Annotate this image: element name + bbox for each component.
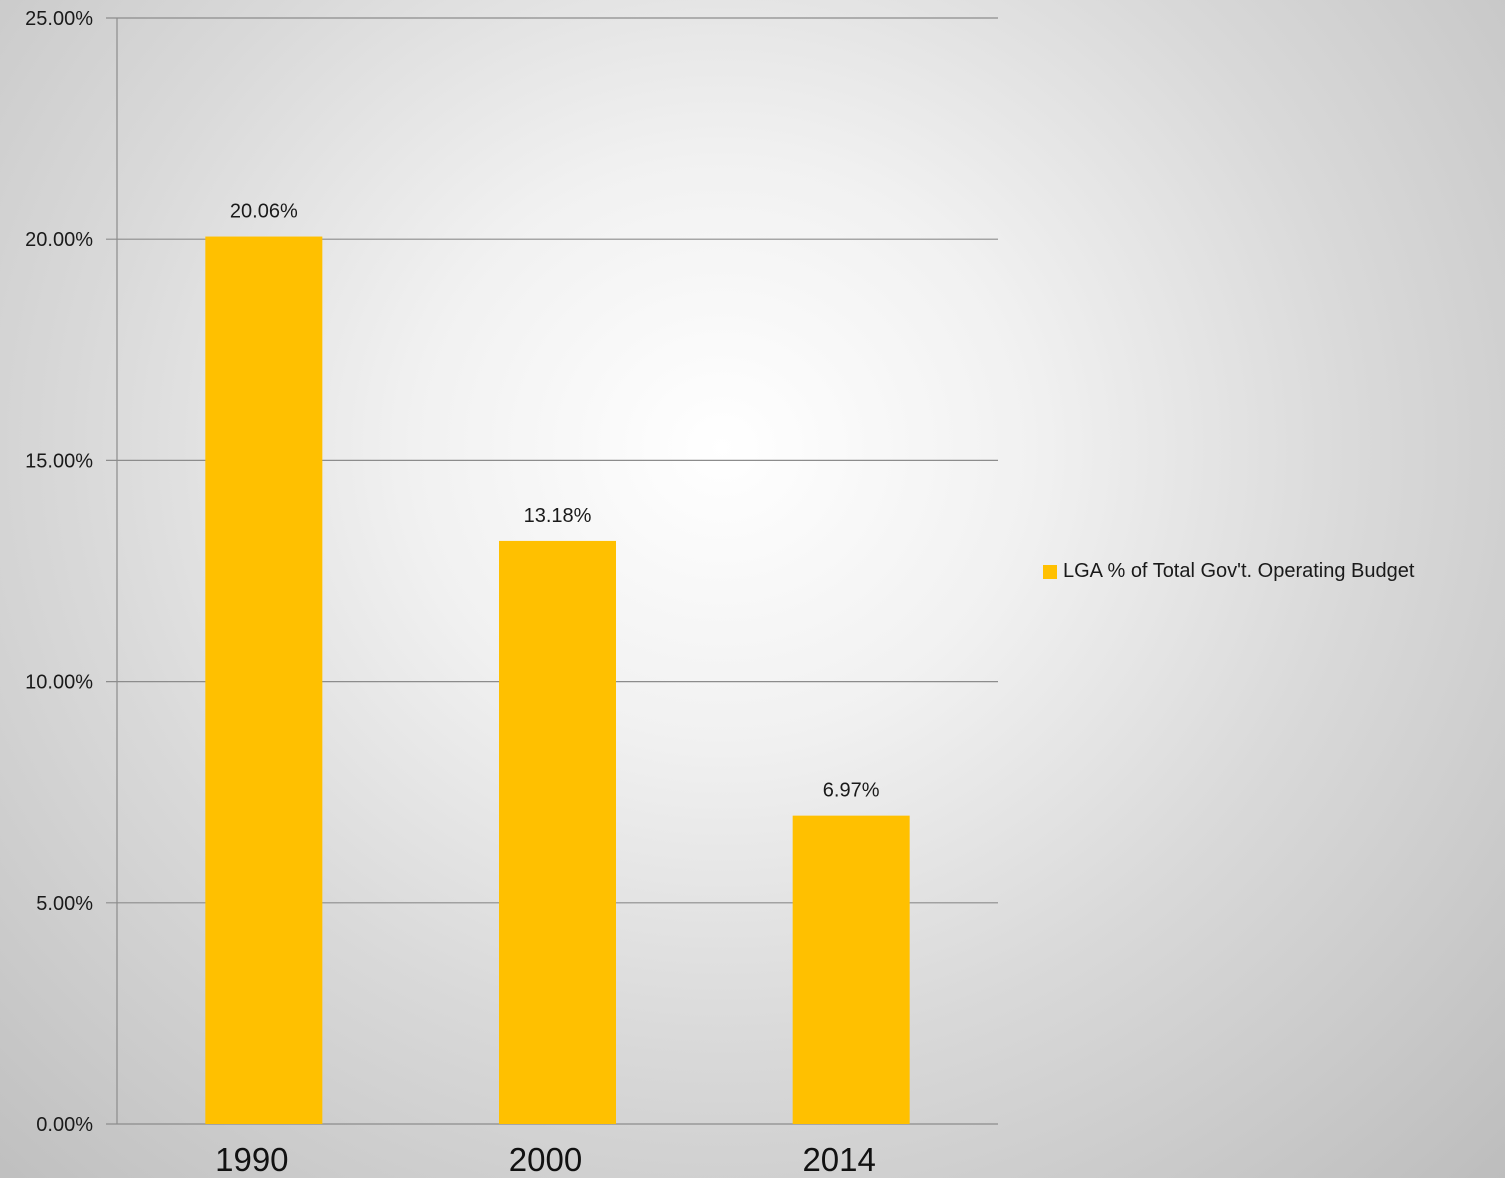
y-tick-label: 10.00% [25, 672, 93, 694]
legend: LGA % of Total Gov't. Operating Budget [1043, 560, 1414, 583]
y-tick-label: 20.00% [25, 229, 93, 251]
x-tick-label: 2014 [802, 1141, 875, 1178]
legend-label: LGA % of Total Gov't. Operating Budget [1063, 560, 1415, 582]
y-tick-label: 25.00% [25, 8, 93, 30]
x-tick-label: 2000 [509, 1141, 582, 1178]
data-label: 13.18% [524, 505, 592, 527]
bar [499, 540, 616, 1124]
bar [205, 236, 323, 1124]
y-tick-label: 0.00% [36, 1114, 93, 1136]
bar [792, 815, 910, 1124]
legend-swatch [1043, 564, 1057, 579]
y-tick-label: 5.00% [36, 893, 93, 915]
y-tick-label: 15.00% [25, 450, 93, 472]
data-label: 6.97% [823, 780, 880, 802]
x-tick-label: 1990 [215, 1141, 288, 1178]
data-label: 20.06% [230, 201, 298, 223]
